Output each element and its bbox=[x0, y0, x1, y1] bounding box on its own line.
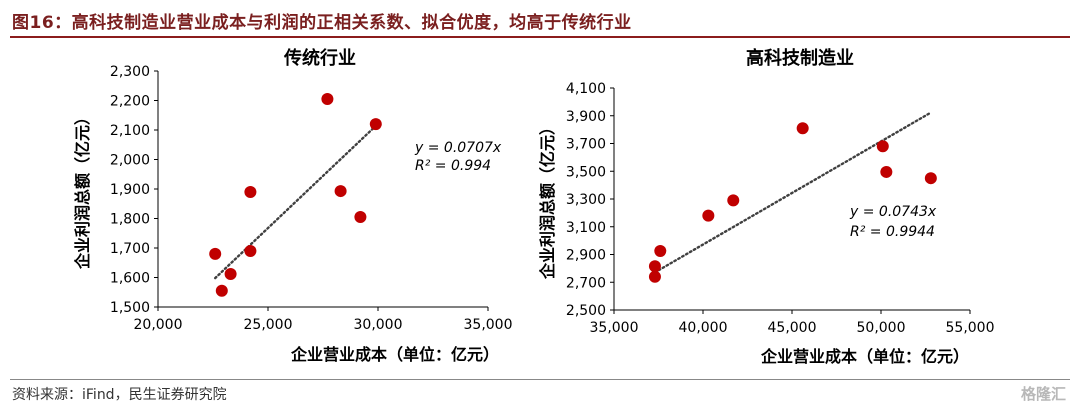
data-point bbox=[369, 118, 382, 131]
x-tick-label: 20,000 bbox=[134, 317, 183, 333]
trendline bbox=[653, 111, 933, 274]
y-tick-label: 4,100 bbox=[566, 81, 606, 97]
data-point bbox=[354, 211, 367, 224]
data-point bbox=[334, 185, 347, 198]
trend-r2: R² = 0.994 bbox=[415, 158, 491, 174]
x-tick-label: 35,000 bbox=[464, 317, 513, 333]
data-point bbox=[876, 140, 889, 153]
data-point bbox=[209, 247, 222, 260]
chart-traditional: 1,500 1,600 1,700 1,800 1,900 2,000 2,100 2,200… bbox=[73, 47, 513, 364]
y-tick-label: 2,200 bbox=[110, 94, 150, 110]
x-tick-label: 45,000 bbox=[768, 320, 817, 336]
data-point bbox=[244, 185, 257, 198]
x-tick-label: 25,000 bbox=[244, 317, 293, 333]
data-point bbox=[648, 270, 661, 283]
chart-title: 传统行业 bbox=[283, 47, 356, 69]
data-point bbox=[796, 122, 809, 135]
y-axis-label: 企业利润总额（亿元） bbox=[538, 119, 557, 280]
y-tick-label: 2,100 bbox=[110, 123, 150, 139]
y-tick-label: 3,500 bbox=[566, 164, 606, 180]
x-axis-label: 企业营业成本（单位：亿元） bbox=[760, 347, 969, 366]
data-point bbox=[215, 284, 228, 297]
x-tick-label: 40,000 bbox=[679, 320, 728, 336]
chart-title: 高科技制造业 bbox=[746, 47, 854, 69]
title-rule bbox=[10, 36, 1070, 38]
x-tick-label: 30,000 bbox=[354, 317, 403, 333]
trendline bbox=[213, 124, 377, 280]
data-point bbox=[244, 244, 257, 257]
data-point bbox=[648, 260, 661, 273]
y-tick-label: 1,500 bbox=[110, 300, 150, 316]
x-tick-label: 50,000 bbox=[857, 320, 906, 336]
y-tick-label: 1,700 bbox=[110, 241, 150, 257]
y-tick-label: 2,000 bbox=[110, 153, 150, 169]
y-tick-label: 3,700 bbox=[566, 137, 606, 153]
y-tick-label: 2,900 bbox=[566, 248, 606, 264]
y-tick-label: 1,600 bbox=[110, 271, 150, 287]
y-tick-label: 2,500 bbox=[566, 303, 606, 319]
data-point bbox=[727, 194, 740, 207]
trend-r2: R² = 0.9944 bbox=[850, 224, 935, 240]
footer-rule bbox=[10, 379, 1070, 380]
data-point bbox=[654, 245, 667, 258]
x-axis-label: 企业营业成本（单位：亿元） bbox=[290, 345, 499, 364]
y-tick-label: 1,900 bbox=[110, 182, 150, 198]
figure-title: 图16：高科技制造业营业成本与利润的正相关系数、拟合优度，均高于传统行业 bbox=[12, 13, 632, 33]
x-tick-label: 35,000 bbox=[590, 320, 639, 336]
y-tick-label: 2,700 bbox=[566, 275, 606, 291]
y-tick-label: 3,100 bbox=[566, 220, 606, 236]
data-point bbox=[224, 267, 237, 280]
y-tick-label: 3,300 bbox=[566, 192, 606, 208]
trend-equation: y = 0.0743x bbox=[849, 204, 937, 220]
y-tick-label: 3,900 bbox=[566, 109, 606, 125]
y-tick-label: 2,300 bbox=[110, 64, 150, 80]
data-point bbox=[702, 209, 715, 222]
data-point bbox=[924, 172, 937, 185]
watermark-logo: 格隆汇 bbox=[1020, 385, 1066, 403]
x-tick-label: 55,000 bbox=[946, 320, 995, 336]
chart-hightech: 2,500 2,700 2,900 3,100 3,300 3,500 3,700 3,900… bbox=[538, 47, 995, 366]
y-axis-label: 企业利润总额（亿元） bbox=[73, 109, 92, 270]
y-tick-label: 1,800 bbox=[110, 212, 150, 228]
source-note: 资料来源：iFind，民生证券研究院 bbox=[12, 387, 227, 403]
trend-equation: y = 0.0707x bbox=[414, 140, 502, 156]
data-point bbox=[321, 93, 334, 106]
data-point bbox=[880, 165, 893, 178]
